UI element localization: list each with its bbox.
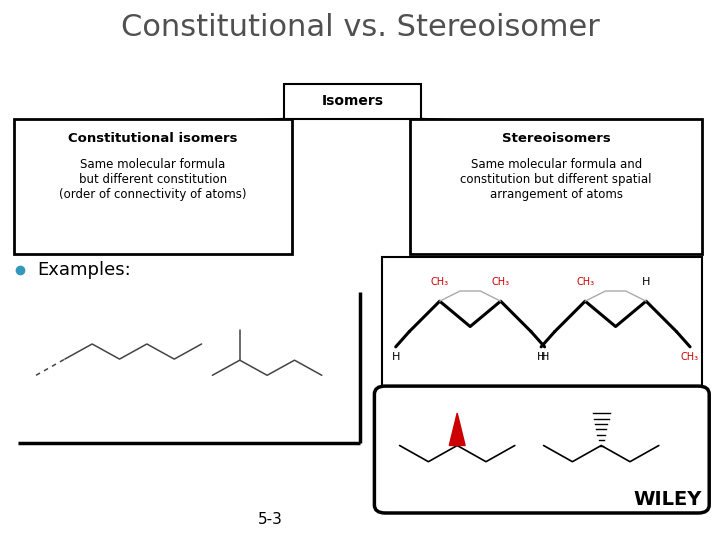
Text: Isomers: Isomers [322,94,384,108]
Text: Constitutional vs. Stereoisomer: Constitutional vs. Stereoisomer [120,14,600,43]
FancyBboxPatch shape [284,84,421,119]
Text: Same molecular formula and
constitution but different spatial
arrangement of ato: Same molecular formula and constitution … [461,158,652,201]
FancyBboxPatch shape [382,256,702,389]
Text: CH₃: CH₃ [576,277,594,287]
Text: CH₃: CH₃ [681,352,699,362]
Text: Examples:: Examples: [37,261,131,279]
Text: CH₃: CH₃ [431,277,449,287]
Text: Same molecular formula
but different constitution
(order of connectivity of atom: Same molecular formula but different con… [59,158,247,201]
Text: H: H [537,352,545,362]
FancyBboxPatch shape [14,119,292,254]
FancyBboxPatch shape [374,386,709,513]
Polygon shape [449,413,465,446]
Text: H: H [642,277,650,287]
Text: Stereoisomers: Stereoisomers [502,132,611,145]
Text: WILEY: WILEY [634,490,702,509]
Text: Constitutional isomers: Constitutional isomers [68,132,238,145]
Text: CH₃: CH₃ [492,277,510,287]
Text: H: H [541,352,549,362]
FancyBboxPatch shape [410,119,702,254]
Text: 5-3: 5-3 [258,511,282,526]
Text: H: H [392,352,400,362]
